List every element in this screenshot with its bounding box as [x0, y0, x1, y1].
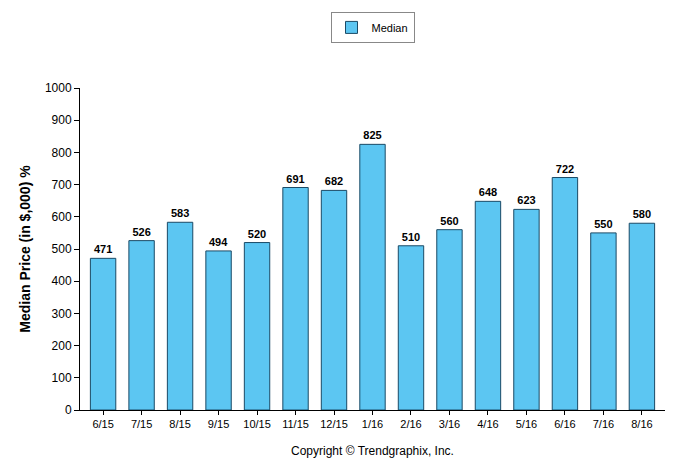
svg-text:580: 580	[633, 208, 651, 220]
svg-text:Median Price (in $,000) %: Median Price (in $,000) %	[17, 165, 33, 333]
svg-text:0: 0	[65, 403, 72, 417]
svg-text:7/16: 7/16	[593, 418, 614, 430]
svg-text:700: 700	[52, 178, 72, 192]
svg-text:500: 500	[52, 242, 72, 256]
svg-text:648: 648	[479, 186, 497, 198]
svg-text:6/15: 6/15	[92, 418, 113, 430]
svg-text:7/15: 7/15	[131, 418, 152, 430]
svg-text:300: 300	[52, 307, 72, 321]
svg-text:494: 494	[209, 236, 228, 248]
svg-text:471: 471	[94, 243, 112, 255]
svg-text:691: 691	[286, 173, 304, 185]
svg-text:8/15: 8/15	[169, 418, 190, 430]
svg-text:Copyright © Trendgraphix, Inc.: Copyright © Trendgraphix, Inc.	[291, 444, 454, 458]
svg-text:8/16: 8/16	[631, 418, 652, 430]
svg-text:1000: 1000	[45, 81, 72, 95]
svg-text:550: 550	[594, 218, 612, 230]
svg-text:9/15: 9/15	[208, 418, 229, 430]
svg-text:100: 100	[52, 371, 72, 385]
svg-text:560: 560	[440, 215, 458, 227]
svg-text:200: 200	[52, 339, 72, 353]
svg-text:520: 520	[248, 228, 266, 240]
svg-text:11/15: 11/15	[282, 418, 309, 430]
svg-text:623: 623	[517, 194, 535, 206]
svg-text:2/16: 2/16	[400, 418, 421, 430]
svg-text:12/15: 12/15	[320, 418, 348, 430]
svg-text:10/15: 10/15	[243, 418, 271, 430]
svg-text:800: 800	[52, 146, 72, 160]
svg-text:825: 825	[363, 129, 381, 141]
svg-text:1/16: 1/16	[362, 418, 383, 430]
svg-text:Median: Median	[372, 22, 408, 34]
svg-text:510: 510	[402, 231, 420, 243]
svg-text:6/16: 6/16	[554, 418, 575, 430]
svg-text:722: 722	[556, 163, 574, 175]
svg-text:400: 400	[52, 274, 72, 288]
svg-text:3/16: 3/16	[439, 418, 460, 430]
svg-text:900: 900	[52, 113, 72, 127]
svg-text:4/16: 4/16	[477, 418, 498, 430]
svg-text:5/16: 5/16	[516, 418, 537, 430]
svg-text:600: 600	[52, 210, 72, 224]
svg-text:682: 682	[325, 175, 343, 187]
svg-text:583: 583	[171, 207, 189, 219]
svg-text:526: 526	[132, 226, 150, 238]
